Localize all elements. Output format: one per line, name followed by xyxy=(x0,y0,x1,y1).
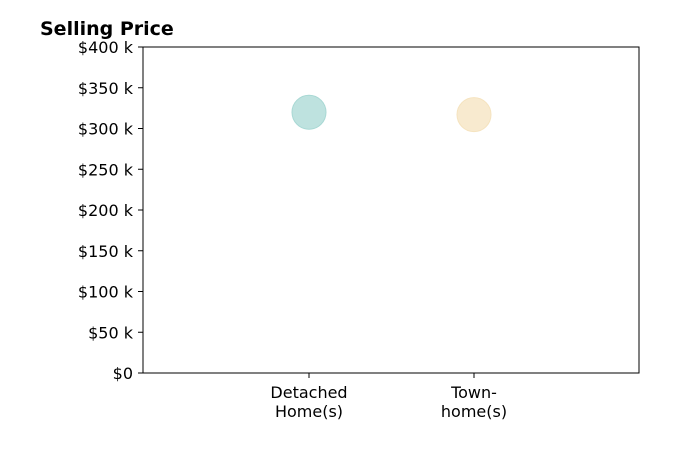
x-tick-label-line: Detached xyxy=(270,383,347,402)
y-axis: $0 $50 k $100 k $150 k $200 k $250 k $300 k $35… xyxy=(78,38,143,383)
y-tick-label: $150 k xyxy=(78,242,134,261)
y-tick-label: $350 k xyxy=(78,79,134,98)
x-tick-label: Detached Home(s) xyxy=(270,383,347,421)
x-tick-label-line: Home(s) xyxy=(275,402,343,421)
y-tick-label: $200 k xyxy=(78,201,134,220)
chart-title: Selling Price xyxy=(40,18,174,40)
y-tick-label: $50 k xyxy=(88,323,134,342)
y-tick-label: $400 k xyxy=(78,38,134,57)
x-tick-label-line: home(s) xyxy=(441,402,507,421)
x-axis: Detached Home(s) Town-home(s) xyxy=(270,373,507,421)
y-tick-label: $0 xyxy=(113,364,133,383)
y-tick-label: $250 k xyxy=(78,160,134,179)
data-points xyxy=(291,94,492,133)
data-point xyxy=(456,97,492,133)
plot-frame xyxy=(142,46,640,374)
y-tick-label: $300 k xyxy=(78,120,134,139)
data-point xyxy=(291,94,327,130)
y-tick-label: $100 k xyxy=(78,283,134,302)
x-tick-label-line: Town- xyxy=(450,383,497,402)
x-tick-label: Town-home(s) xyxy=(441,383,507,421)
